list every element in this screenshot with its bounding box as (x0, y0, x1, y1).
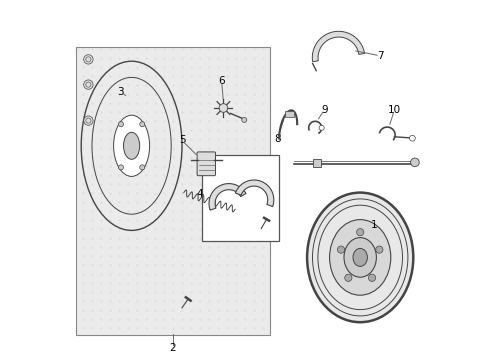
FancyBboxPatch shape (197, 152, 216, 176)
Circle shape (368, 274, 376, 282)
Polygon shape (312, 31, 365, 62)
Bar (76, 47, 270, 335)
Circle shape (119, 122, 123, 127)
Ellipse shape (353, 248, 368, 266)
Circle shape (242, 117, 247, 122)
Circle shape (319, 125, 324, 130)
Text: 8: 8 (274, 134, 281, 144)
Text: 5: 5 (179, 135, 185, 145)
Circle shape (140, 122, 145, 127)
Circle shape (84, 55, 93, 64)
Bar (313, 159, 321, 167)
Text: 6: 6 (218, 76, 225, 86)
Ellipse shape (114, 115, 149, 176)
Circle shape (140, 165, 145, 170)
Circle shape (84, 80, 93, 89)
Circle shape (411, 158, 419, 167)
Circle shape (376, 246, 383, 253)
Ellipse shape (307, 193, 413, 322)
Text: 9: 9 (321, 105, 327, 115)
Ellipse shape (344, 238, 376, 277)
Circle shape (84, 116, 93, 125)
Text: 4: 4 (196, 189, 203, 199)
Text: 2: 2 (170, 343, 176, 354)
Polygon shape (209, 184, 246, 210)
Bar (202, 155, 279, 241)
Circle shape (219, 104, 228, 112)
Text: 3: 3 (118, 87, 124, 97)
Ellipse shape (330, 220, 391, 295)
Circle shape (357, 229, 364, 236)
Text: 7: 7 (377, 51, 383, 61)
Ellipse shape (123, 132, 140, 159)
Bar (285, 111, 294, 117)
Circle shape (345, 274, 352, 282)
Polygon shape (235, 180, 274, 207)
Circle shape (410, 135, 416, 141)
Circle shape (338, 246, 344, 253)
Text: 1: 1 (371, 220, 378, 230)
Text: 10: 10 (388, 105, 401, 115)
Circle shape (119, 165, 123, 170)
